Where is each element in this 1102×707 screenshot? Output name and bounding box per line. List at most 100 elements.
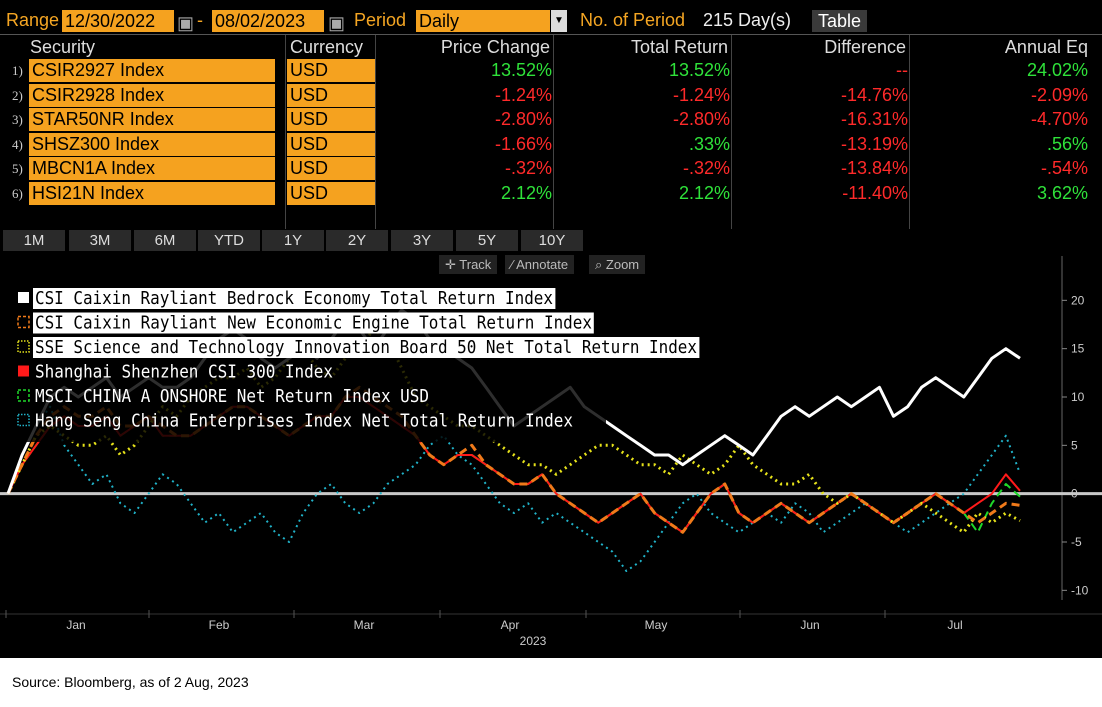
difference-cell: -13.84% [840, 158, 908, 178]
x-tick-label: May [645, 618, 668, 632]
row-number: 1) [12, 63, 23, 78]
legend-swatch [18, 365, 29, 377]
header-price-change: Price Change [440, 37, 550, 57]
annual-eq-cell: -.54% [1040, 158, 1088, 178]
legend-label-bg [33, 312, 594, 334]
security-cell[interactable]: SHSZ300 Index [29, 132, 275, 156]
calendar-icon[interactable]: ▣ [328, 13, 346, 33]
period-button-1m[interactable]: 1M [3, 230, 65, 251]
table-button[interactable]: Table [812, 10, 868, 32]
legend-label: Hang Seng China Enterprises Index Net To… [35, 412, 573, 432]
range-dash: - [197, 10, 203, 30]
legend-swatch [18, 292, 29, 303]
x-axis-label: 2023 [520, 634, 547, 648]
difference-cell: -14.76% [840, 84, 908, 105]
total-return-cell: 2.12% [678, 182, 730, 203]
legend-label-bg [33, 337, 700, 358]
security-cell[interactable]: CSIR2928 Index [29, 83, 275, 107]
period-button-6m[interactable]: 6M [134, 230, 196, 251]
track-icon: ✛ [445, 257, 460, 272]
period-label: Period [354, 10, 407, 30]
track-label: Track [459, 257, 492, 272]
num-period-label: No. of Period [580, 10, 686, 30]
total-return-cell: -1.24% [672, 84, 730, 105]
header-difference: Difference [824, 37, 906, 57]
period-button-5y[interactable]: 5Y [456, 230, 518, 251]
security-cell[interactable]: MBCN1A Index [29, 157, 275, 180]
currency-cell: USD [287, 83, 375, 107]
num-period-value: 215 Day(s) [703, 10, 792, 30]
period-select[interactable]: Daily [416, 10, 550, 32]
legend-label-bg [33, 288, 556, 309]
legend-swatch [17, 389, 30, 402]
zoom-tool-button[interactable]: ⌕ Zoom [589, 255, 646, 274]
header-total-return: Total Return [630, 37, 728, 57]
period-button-1y[interactable]: 1Y [262, 230, 324, 251]
y-tick-label: -10 [1071, 583, 1089, 597]
difference-cell: -13.19% [840, 133, 908, 154]
y-tick-label: 15 [1071, 342, 1085, 356]
difference-cell: -11.40% [842, 182, 908, 203]
track-tool-button[interactable]: ✛ Track [439, 255, 498, 274]
security-cell[interactable]: HSI21N Index [29, 181, 275, 205]
security-cell[interactable]: STAR50NR Index [29, 108, 275, 131]
currency-cell: USD [287, 59, 375, 82]
x-tick-label: Feb [209, 618, 230, 632]
header-annual-eq: Annual Eq [1004, 37, 1088, 57]
column-currency: Currency [286, 35, 376, 229]
period-button-ytd[interactable]: YTD [198, 230, 260, 251]
column-security: Security [0, 35, 286, 229]
chevron-down-icon[interactable]: ▼ [551, 10, 567, 32]
header-security: Security [30, 37, 96, 57]
price-change-cell: -1.24% [494, 84, 552, 105]
y-tick-label: -5 [1071, 535, 1082, 549]
terminal-panel: Range 12/30/2022 ▣ - 08/02/2023 ▣ Period… [0, 0, 1102, 658]
price-change-cell: -.32% [504, 158, 552, 178]
annotate-label: Annotate [516, 257, 569, 272]
legend-swatch [17, 315, 30, 329]
row-number: 3) [12, 112, 23, 127]
price-change-cell: 2.12% [500, 182, 552, 203]
currency-cell: USD [287, 157, 375, 180]
price-change-cell: 13.52% [490, 60, 552, 80]
legend-label: CSI Caixin Rayliant Bedrock Economy Tota… [35, 289, 553, 309]
difference-cell: -- [896, 60, 908, 80]
period-button-3m[interactable]: 3M [69, 230, 131, 251]
start-date-input[interactable]: 12/30/2022 [62, 10, 174, 32]
column-annual-eq: Annual Eq [910, 35, 1092, 229]
period-button-3y[interactable]: 3Y [391, 230, 453, 251]
total-return-cell: -2.80% [672, 109, 730, 129]
series-line [6, 385, 1021, 534]
returns-table: Security Currency Price Change Total Ret… [0, 34, 1102, 229]
source-note: Source: Bloomberg, as of 2 Aug, 2023 [12, 674, 249, 690]
price-change-cell: -2.80% [494, 109, 552, 129]
y-tick-label: 10 [1071, 390, 1085, 404]
total-return-cell: -.32% [682, 158, 730, 178]
row-number: 2) [12, 87, 23, 103]
row-number: 4) [12, 136, 23, 152]
period-button-2y[interactable]: 2Y [326, 230, 388, 251]
security-cell[interactable]: CSIR2927 Index [29, 59, 275, 82]
calendar-icon[interactable]: ▣ [177, 13, 195, 33]
annual-eq-cell: .56% [1046, 133, 1088, 154]
y-tick-label: 20 [1071, 293, 1085, 307]
annual-eq-cell: 24.02% [1026, 60, 1088, 80]
zoom-label: Zoom [605, 257, 640, 272]
x-tick-label: Jul [947, 618, 962, 632]
difference-cell: -16.31% [840, 109, 908, 129]
zoom-icon: ⌕ [595, 257, 606, 272]
legend-label: CSI Caixin Rayliant New Economic Engine … [35, 314, 592, 334]
column-difference: Difference [732, 35, 910, 229]
x-tick-label: Mar [354, 618, 375, 632]
header-currency: Currency [290, 37, 364, 57]
legend-label: SSE Science and Technology Innovation Bo… [35, 338, 697, 358]
legend-swatch [17, 413, 30, 427]
column-total-return: Total Return [554, 35, 732, 229]
currency-cell: USD [287, 108, 375, 131]
annotate-tool-button[interactable]: ∕ Annotate [505, 255, 575, 274]
price-change-cell: -1.66% [494, 133, 552, 154]
period-button-10y[interactable]: 10Y [521, 230, 583, 251]
end-date-input[interactable]: 08/02/2023 [212, 10, 324, 32]
line-chart: 20151050-5-10JanFebMarAprMayJunJul2023CS… [0, 256, 1102, 648]
row-number: 6) [12, 185, 23, 201]
